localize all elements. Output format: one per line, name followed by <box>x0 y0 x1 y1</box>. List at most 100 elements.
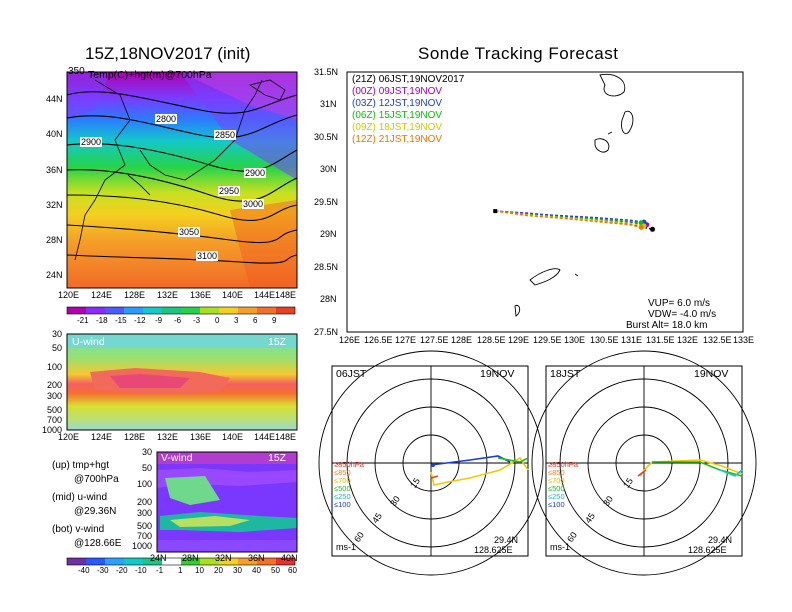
wind-colorbar-tick: -10 <box>135 566 147 575</box>
legend-text: 18JST,19NOV <box>378 122 443 133</box>
hodo2-unit: ms-1 <box>550 542 570 552</box>
map-lon-tick: 136E <box>190 290 212 300</box>
map-corner-label: 350 <box>68 66 85 77</box>
info-burst: Burst Alt= 18.0 km <box>626 320 708 331</box>
track-y-tick: 28N <box>320 294 337 304</box>
wind-colorbar-tick: -40 <box>78 566 90 575</box>
legend-mid-2: @29.36N <box>74 506 117 517</box>
map-lon-tick: 140E <box>222 290 244 300</box>
track-x-tick: 130E <box>564 335 586 345</box>
u-x-tick: 140E <box>222 432 244 442</box>
map-lon-tick: 132E <box>157 290 179 300</box>
track-y-tick: 31N <box>320 99 337 109</box>
wind-colorbar-tick: 10 <box>195 566 204 575</box>
map-lat-tick: 36N <box>46 165 63 175</box>
u-wind-label: U-wind <box>72 336 105 348</box>
hodo1-level: ≤850 <box>334 468 351 477</box>
map-title: 15Z,18NOV2017 (init) <box>85 44 251 63</box>
u-y-tick: 50 <box>52 343 63 353</box>
wind-colorbar-tick: -20 <box>116 566 128 575</box>
contour-label: 2950 <box>218 186 241 196</box>
contour-label: 2850 <box>214 130 237 140</box>
wind-colorbar <box>66 557 296 566</box>
track-x-tick: 131E <box>621 335 643 345</box>
contour-label: 2900 <box>80 137 103 147</box>
hodo2-level: ≥850hPa <box>548 460 578 469</box>
wind-colorbar-tick: 50 <box>271 566 280 575</box>
track-x-tick: 133E <box>733 335 755 345</box>
temp-colorbar-tick: -12 <box>134 316 146 325</box>
track-x-tick: 126.5E <box>364 335 393 345</box>
wind-colorbar-tick: 30 <box>233 566 242 575</box>
hodo1-level: ≤250 <box>334 492 351 501</box>
wind-colorbar-tick: 1 <box>178 566 183 575</box>
legend-code: (00Z) <box>352 86 376 97</box>
hodograph-1 <box>318 350 544 576</box>
legend-text: 21JST,19NOV <box>378 134 443 145</box>
legend-entry-00z: (00Z) 09JST,19NOV <box>352 86 442 97</box>
legend-bot-2: @128.66E <box>74 538 122 549</box>
track-line <box>495 210 642 229</box>
launch-point <box>493 209 498 214</box>
temp-colorbar-tick: -6 <box>174 316 182 325</box>
v-y-tick: 1000 <box>132 541 153 551</box>
u-x-tick: 124E <box>91 432 113 442</box>
hodograph-2 <box>531 350 757 576</box>
temp-colorbar-tick: -15 <box>115 316 127 325</box>
track-y-tick: 29N <box>320 229 337 239</box>
map-lat-tick: 32N <box>46 200 63 210</box>
legend-entry-09z: (09Z) 18JST,19NOV <box>352 122 442 133</box>
u-y-tick: 300 <box>47 391 63 401</box>
u-y-tick: 1000 <box>42 425 63 435</box>
track-y-tick: 29.5N <box>314 197 339 207</box>
track-y-tick: 30N <box>320 164 337 174</box>
hodo2-level: ≤250 <box>548 492 565 501</box>
legend-code: (12Z) <box>352 134 376 145</box>
legend-code: (06Z) <box>352 110 376 121</box>
u-x-tick: 120E <box>58 432 80 442</box>
legend-text: 15JST,19NOV <box>378 110 443 121</box>
u-x-tick: 128E <box>124 432 146 442</box>
u-y-tick: 200 <box>47 380 63 390</box>
info-vdw: VDW= -4.0 m/s <box>648 309 717 320</box>
hodo2-level: ≤100 <box>548 500 565 509</box>
u-x-tick: 132E <box>157 432 179 442</box>
wind-colorbar-tick: 40 <box>252 566 261 575</box>
hodo1-date: 19NOV <box>480 368 515 380</box>
v-y-tick: 300 <box>137 508 153 518</box>
track-x-tick: 127.5E <box>420 335 449 345</box>
track-x-tick: 129.5E <box>533 335 562 345</box>
v-wind-label: V-wind <box>161 452 193 464</box>
info-vup: VUP= 6.0 m/s <box>648 298 710 309</box>
track-lines <box>493 209 655 232</box>
v-x-tick: 24N <box>150 553 167 563</box>
u-wind-time: 15Z <box>268 336 287 348</box>
v-y-tick: 700 <box>137 531 153 541</box>
v-y-tick: 500 <box>137 521 153 531</box>
map-lon-tick: 120E <box>58 290 80 300</box>
v-y-tick: 30 <box>142 447 153 457</box>
legend-entry-12z: (12Z) 21JST,19NOV <box>352 134 442 145</box>
map-overlay-label: Temp(C)+hgt(m)@700hPa <box>88 69 212 81</box>
u-wind-panel <box>66 333 298 431</box>
hodo2-lat: 29.4N <box>708 535 733 545</box>
v-x-tick: 28N <box>182 553 199 563</box>
contour-label: 3050 <box>178 227 201 237</box>
contour-label: 2800 <box>155 114 178 124</box>
track-x-tick: 129E <box>508 335 530 345</box>
temp-colorbar-tick: -9 <box>155 316 163 325</box>
u-y-tick: 700 <box>47 415 63 425</box>
track-end-point <box>649 226 655 232</box>
hodo1-level: ≤500 <box>334 484 351 493</box>
hodo1-level: ≤700 <box>334 476 351 485</box>
track-end-point <box>638 220 644 226</box>
wind-colorbar-tick: -1 <box>156 566 164 575</box>
temp-colorbar-tick: -3 <box>193 316 201 325</box>
track-x-tick: 128.5E <box>477 335 506 345</box>
map-lon-tick: 124E <box>91 290 113 300</box>
legend-text: 06JST,19NOV2017 <box>378 74 465 85</box>
temp-colorbar-tick: 6 <box>253 316 258 325</box>
temp-colorbar-tick: 9 <box>272 316 277 325</box>
hodo2-date: 19NOV <box>694 368 729 380</box>
